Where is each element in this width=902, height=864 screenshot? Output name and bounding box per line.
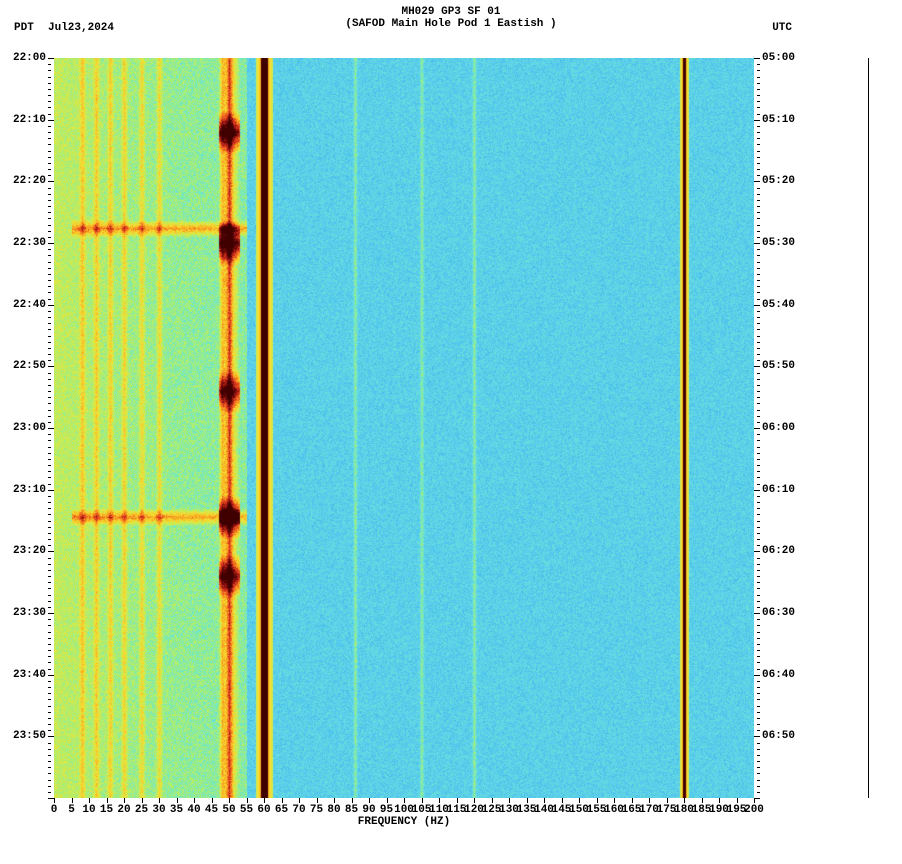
x-tick-label: 60: [257, 804, 270, 816]
title-line-2: (SAFOD Main Hole Pod 1 Eastish ): [0, 18, 902, 30]
x-tick-label: 55: [240, 804, 253, 816]
y-right-tick-label: 06:40: [762, 669, 795, 681]
timezone-right-label: UTC: [772, 22, 792, 34]
timezone-left-label: PDT: [14, 22, 34, 34]
x-tick-label: 95: [380, 804, 393, 816]
y-left-tick-label: 23:40: [13, 669, 46, 681]
y-right-tick-label: 06:00: [762, 422, 795, 434]
y-axis-left: 22:0022:1022:2022:3022:4022:5023:0023:10…: [0, 58, 50, 798]
x-tick-label: 35: [170, 804, 183, 816]
y-left-tick-label: 23:20: [13, 545, 46, 557]
y-left-tick-label: 22:10: [13, 114, 46, 126]
x-tick-label: 75: [310, 804, 323, 816]
y-left-tick-label: 23:30: [13, 607, 46, 619]
y-right-tick-label: 05:20: [762, 175, 795, 187]
y-right-tick-label: 05:00: [762, 52, 795, 64]
spectrogram-plot: [54, 58, 754, 798]
date-label: Jul23,2024: [48, 22, 114, 34]
y-right-tick-label: 05:30: [762, 237, 795, 249]
chart-header: MH029 GP3 SF 01 (SAFOD Main Hole Pod 1 E…: [0, 6, 902, 30]
x-tick-label: 70: [292, 804, 305, 816]
x-tick-label: 200: [744, 804, 764, 816]
y-right-tick-label: 05:40: [762, 299, 795, 311]
y-right-tick-label: 06:20: [762, 545, 795, 557]
colorbar-placeholder: [868, 58, 869, 798]
y-right-tick-label: 06:50: [762, 730, 795, 742]
y-left-tick-label: 22:50: [13, 360, 46, 372]
x-tick-label: 10: [82, 804, 95, 816]
x-tick-label: 80: [327, 804, 340, 816]
x-tick-label: 85: [345, 804, 358, 816]
y-right-tick-label: 06:30: [762, 607, 795, 619]
x-tick-label: 90: [362, 804, 375, 816]
y-axis-right: 05:0005:1005:2005:3005:4005:5006:0006:10…: [758, 58, 808, 798]
x-tick-label: 25: [135, 804, 148, 816]
x-tick-label: 45: [205, 804, 218, 816]
y-left-tick-label: 22:00: [13, 52, 46, 64]
x-axis-title: FREQUENCY (HZ): [54, 816, 754, 828]
y-right-tick-label: 06:10: [762, 484, 795, 496]
y-left-tick-label: 23:00: [13, 422, 46, 434]
y-left-tick-label: 22:20: [13, 175, 46, 187]
spectrogram-canvas: [54, 58, 754, 798]
x-tick-label: 40: [187, 804, 200, 816]
x-tick-label: 0: [51, 804, 58, 816]
y-left-tick-label: 22:40: [13, 299, 46, 311]
x-tick-label: 65: [275, 804, 288, 816]
x-tick-label: 30: [152, 804, 165, 816]
x-tick-label: 20: [117, 804, 130, 816]
x-tick-label: 5: [68, 804, 75, 816]
title-line-1: MH029 GP3 SF 01: [0, 6, 902, 18]
y-left-tick-label: 23:50: [13, 730, 46, 742]
y-right-tick-label: 05:10: [762, 114, 795, 126]
y-right-tick-label: 05:50: [762, 360, 795, 372]
y-left-tick-label: 22:30: [13, 237, 46, 249]
y-left-tick-label: 23:10: [13, 484, 46, 496]
spectrogram-page: MH029 GP3 SF 01 (SAFOD Main Hole Pod 1 E…: [0, 0, 902, 864]
x-tick-label: 50: [222, 804, 235, 816]
x-tick-label: 15: [100, 804, 113, 816]
